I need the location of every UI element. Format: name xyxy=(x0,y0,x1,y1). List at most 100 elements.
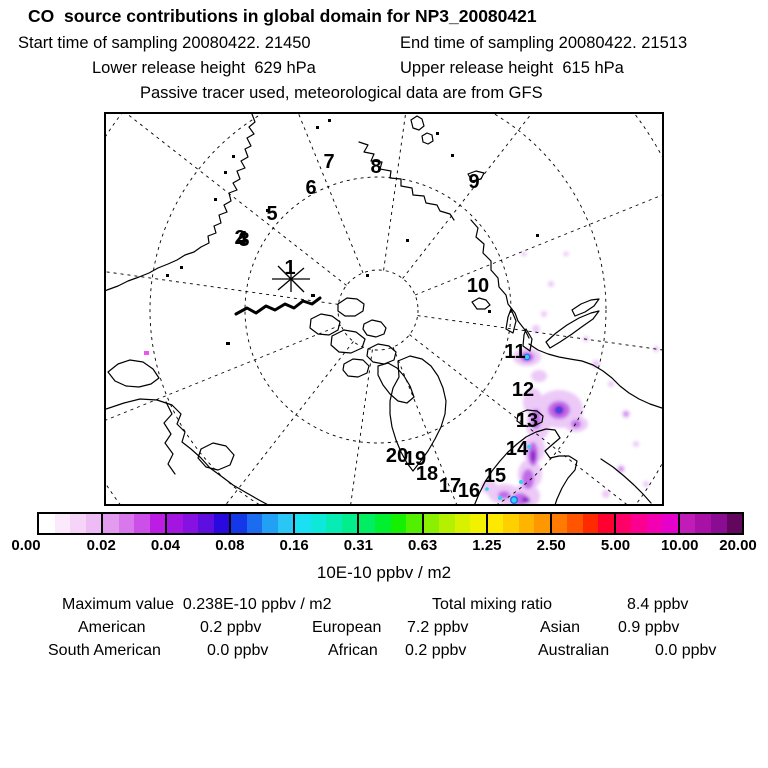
colorbar-cell xyxy=(646,514,663,533)
colorbar xyxy=(37,512,744,535)
island-specks xyxy=(166,119,539,345)
colorbar-segment xyxy=(165,514,230,533)
colorbar-cell xyxy=(615,514,632,533)
track-point-label: 18 xyxy=(415,463,439,485)
stat-text: 0.9 ppbv xyxy=(618,619,680,636)
plume-layer xyxy=(481,251,659,504)
colorbar-cell xyxy=(439,514,455,533)
colorbar-cell xyxy=(167,514,183,533)
colorbar-cell xyxy=(134,514,150,533)
track-point-label: 2 xyxy=(234,227,246,249)
colorbar-tick-label: 0.08 xyxy=(215,537,245,554)
stat-text: Maximum value 0.238E-10 ppbv / m2 xyxy=(62,596,332,613)
stat-text: 8.4 ppbv xyxy=(627,596,689,613)
colorbar-cell xyxy=(503,514,519,533)
colorbar-tick-label: 1.25 xyxy=(472,537,502,554)
track-point-label: 10 xyxy=(466,275,490,297)
colorbar-cell xyxy=(262,514,278,533)
end-time-text: End time of sampling 20080422. 21513 xyxy=(400,34,688,52)
stat-text: Total mixing ratio xyxy=(432,596,553,613)
track-point-label: 14 xyxy=(505,438,529,460)
colorbar-tick-label: 5.00 xyxy=(600,537,631,554)
colorbar-segment xyxy=(677,514,743,533)
colorbar-tick-label: 0.00 xyxy=(11,537,41,554)
track-point-label: 9 xyxy=(468,171,480,193)
polar-map: 1 2 3 4 5 6 7 8 9 10 11 12 13 14 15 16 17 18 19 20 xyxy=(104,112,664,506)
colorbar-cell xyxy=(310,514,327,533)
track-point-label: 1 xyxy=(284,257,296,279)
stat-text: African xyxy=(328,642,378,659)
colorbar-cell xyxy=(454,514,471,533)
stat-text: Asian xyxy=(540,619,581,636)
upper-release-text: Upper release height 615 hPa xyxy=(400,59,624,77)
colorbar-units-label: 10E-10 ppbv / m2 xyxy=(316,563,452,582)
colorbar-cell xyxy=(487,514,504,533)
colorbar-cell xyxy=(359,514,375,533)
colorbar-tick-label: 0.31 xyxy=(343,537,373,554)
colorbar-cell xyxy=(582,514,599,533)
stat-text: 0.0 ppbv xyxy=(207,642,269,659)
stat-text: Australian xyxy=(538,642,610,659)
colorbar-tick-label: 0.04 xyxy=(150,537,181,554)
track-point-label: 5 xyxy=(266,203,278,225)
plume-hotspots xyxy=(144,351,562,504)
track-point-label: 17 xyxy=(438,475,462,497)
stat-text: 0.2 ppbv xyxy=(200,619,262,636)
track-point-label: 16 xyxy=(457,480,481,502)
graticule xyxy=(106,114,662,504)
colorbar-cell xyxy=(390,514,407,533)
colorbar-segment xyxy=(39,514,102,533)
colorbar-segment xyxy=(229,514,294,533)
colorbar-tick-label: 20.00 xyxy=(719,537,757,554)
stat-text: European xyxy=(312,619,382,636)
stat-text: 0.2 ppbv xyxy=(405,642,467,659)
track-point-label: 7 xyxy=(323,151,335,173)
colorbar-cell xyxy=(54,514,71,533)
colorbar-cell xyxy=(711,514,727,533)
stat-text: 7.2 ppbv xyxy=(407,619,469,636)
colorbar-cell xyxy=(631,514,647,533)
colorbar-cell xyxy=(149,514,166,533)
colorbar-cell xyxy=(406,514,422,533)
start-time-text: Start time of sampling 20080422. 21450 xyxy=(18,34,311,52)
colorbar-segment xyxy=(357,514,422,533)
colorbar-cell xyxy=(295,514,311,533)
colorbar-cell xyxy=(695,514,711,533)
stat-text: 0.0 ppbv xyxy=(655,642,717,659)
colorbar-segment xyxy=(293,514,358,533)
colorbar-tick-label: 2.50 xyxy=(536,537,566,554)
colorbar-cell xyxy=(679,514,696,533)
colorbar-tick-label: 0.16 xyxy=(279,537,309,554)
lower-release-text: Lower release height 629 hPa xyxy=(92,59,316,77)
colorbar-cell xyxy=(198,514,214,533)
stat-text: American xyxy=(78,619,146,636)
track-point-label: 19 xyxy=(403,448,427,470)
colorbar-cell xyxy=(182,514,199,533)
colorbar-cell xyxy=(518,514,535,533)
colorbar-segment xyxy=(549,514,614,533)
track-point-label: 4 xyxy=(236,228,248,250)
colorbar-cell xyxy=(39,514,55,533)
colorbar-cell xyxy=(246,514,263,533)
colorbar-segment xyxy=(613,514,678,533)
colorbar-cell xyxy=(326,514,342,533)
colorbar-cell xyxy=(118,514,135,533)
colorbar-cell xyxy=(598,514,614,533)
colorbar-cell xyxy=(277,514,294,533)
track-point-label: 12 xyxy=(511,379,535,401)
track-point-label: 8 xyxy=(370,156,382,178)
track-point-label: 3 xyxy=(238,229,250,251)
colorbar-cell xyxy=(85,514,102,533)
map-graphics xyxy=(106,114,662,504)
colorbar-cell xyxy=(213,514,230,533)
plot-title: CO source contributions in global domain… xyxy=(28,6,537,26)
track-point-label: 15 xyxy=(483,465,507,487)
stat-text: South American xyxy=(48,642,161,659)
track-point-label: 20 xyxy=(385,445,409,467)
coastlines xyxy=(106,114,662,504)
track-point-label: 11 xyxy=(504,341,526,363)
colorbar-segment xyxy=(421,514,486,533)
colorbar-cell xyxy=(534,514,550,533)
colorbar-cell xyxy=(551,514,568,533)
